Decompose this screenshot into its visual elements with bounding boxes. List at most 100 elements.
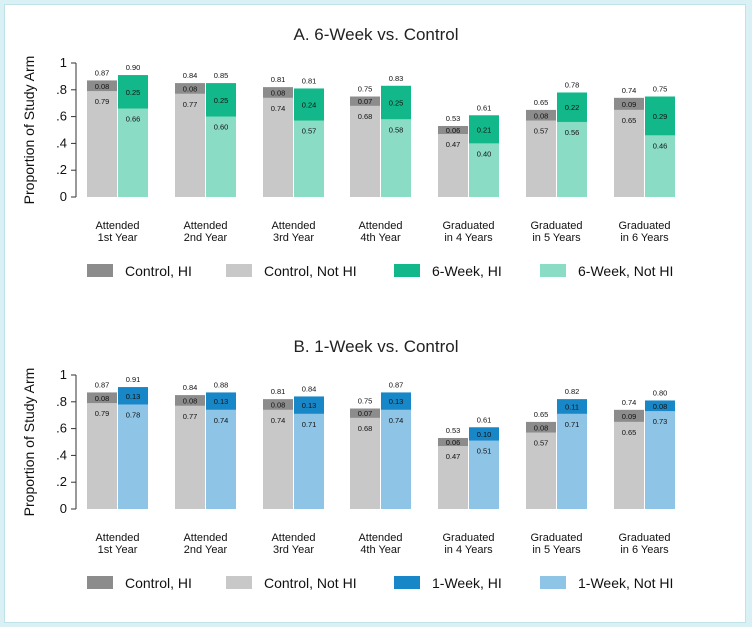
bar-control-hi-0-0 — [87, 80, 117, 92]
bar-control-not-hi-1-1 — [175, 405, 205, 509]
legend-label-0-2: 6-Week, HI — [432, 263, 502, 279]
label-treatment-hi-1-0: 0.13 — [126, 392, 141, 401]
category-label-line1-0-5: Graduated — [531, 220, 583, 232]
category-label-line2-1-3: 4th Year — [360, 544, 401, 556]
label-treatment-total-0-5: 0.78 — [565, 80, 580, 89]
chart-title-1: B. 1-Week vs. Control — [293, 337, 458, 356]
legend-label-0-3: 6-Week, Not HI — [578, 263, 673, 279]
bar-control-not-hi-0-5 — [526, 120, 556, 197]
bar-control-hi-0-6 — [614, 97, 644, 110]
bar-control-not-hi-0-4 — [438, 134, 468, 197]
category-label-line1-0-1: Attended — [183, 220, 227, 232]
category-label-line2-0-1: 2nd Year — [184, 232, 228, 244]
category-label-line1-1-0: Attended — [95, 532, 139, 544]
label-control-not-hi-0-4: 0.47 — [446, 140, 461, 149]
label-treatment-total-1-2: 0.84 — [302, 384, 317, 393]
bar-treatment-not-hi-1-1 — [206, 409, 236, 509]
label-control-hi-1-6: 0.09 — [622, 412, 637, 421]
bar-treatment-hi-1-4 — [469, 427, 499, 441]
category-label-line1-1-4: Graduated — [443, 532, 495, 544]
label-treatment-not-hi-1-5: 0.71 — [565, 420, 580, 429]
bar-control-not-hi-0-3 — [350, 105, 380, 197]
label-treatment-not-hi-0-1: 0.60 — [214, 123, 229, 132]
y-tick-label-1-0: 0 — [60, 501, 67, 516]
label-treatment-hi-0-2: 0.24 — [302, 101, 317, 110]
bar-control-not-hi-1-6 — [614, 421, 644, 509]
bar-treatment-not-hi-0-0 — [118, 108, 148, 197]
category-label-line2-0-0: 1st Year — [98, 232, 138, 244]
bar-treatment-hi-1-2 — [294, 396, 324, 414]
label-control-hi-1-2: 0.08 — [271, 400, 286, 409]
category-label-line1-1-1: Attended — [183, 532, 227, 544]
y-axis-label-0: Proportion of Study Arm — [21, 56, 37, 205]
label-control-total-1-2: 0.81 — [271, 387, 286, 396]
label-treatment-total-1-5: 0.82 — [565, 387, 580, 396]
y-tick-label-0-1: .2 — [56, 162, 67, 177]
bar-control-hi-1-3 — [350, 408, 380, 418]
label-treatment-total-1-1: 0.88 — [214, 380, 229, 389]
label-treatment-not-hi-0-4: 0.40 — [477, 149, 492, 158]
label-treatment-hi-0-6: 0.29 — [653, 112, 668, 121]
y-axis-label-1: Proportion of Study Arm — [21, 368, 37, 517]
category-label-line2-0-4: in 4 Years — [444, 232, 493, 244]
label-treatment-total-0-3: 0.83 — [389, 74, 404, 83]
label-control-total-1-6: 0.74 — [622, 398, 637, 407]
legend-label-1-0: Control, HI — [125, 575, 192, 591]
label-control-total-1-4: 0.53 — [446, 426, 461, 435]
bar-treatment-not-hi-1-4 — [469, 440, 499, 509]
label-treatment-not-hi-1-2: 0.71 — [302, 420, 317, 429]
y-tick-label-1-1: .2 — [56, 474, 67, 489]
label-treatment-hi-0-0: 0.25 — [126, 88, 141, 97]
label-treatment-hi-1-1: 0.13 — [214, 397, 229, 406]
y-tick-label-1-5: 1 — [60, 367, 67, 382]
label-control-total-1-0: 0.87 — [95, 380, 110, 389]
label-control-not-hi-1-0: 0.79 — [95, 409, 110, 418]
bar-control-hi-1-0 — [87, 392, 117, 404]
label-treatment-not-hi-0-2: 0.57 — [302, 127, 317, 136]
category-label-line2-1-4: in 4 Years — [444, 544, 493, 556]
y-tick-label-0-3: .6 — [56, 109, 67, 124]
y-tick-label-1-4: .8 — [56, 394, 67, 409]
bar-control-hi-0-5 — [526, 109, 556, 121]
label-control-total-1-5: 0.65 — [534, 410, 549, 419]
bar-treatment-hi-0-2 — [294, 88, 324, 121]
label-control-hi-1-0: 0.08 — [95, 394, 110, 403]
label-treatment-hi-0-4: 0.21 — [477, 125, 492, 134]
bar-treatment-not-hi-0-3 — [381, 119, 411, 197]
bar-control-not-hi-0-0 — [87, 91, 117, 197]
label-control-not-hi-1-3: 0.68 — [358, 424, 373, 433]
label-control-not-hi-1-4: 0.47 — [446, 452, 461, 461]
bar-treatment-hi-1-0 — [118, 387, 148, 405]
category-label-line2-1-5: in 5 Years — [532, 544, 581, 556]
label-control-hi-0-0: 0.08 — [95, 82, 110, 91]
legend-swatch-0-3 — [540, 264, 566, 277]
bar-treatment-hi-0-1 — [206, 83, 236, 117]
legend-label-0-0: Control, HI — [125, 263, 192, 279]
category-label-line2-0-6: in 6 Years — [620, 232, 669, 244]
bar-control-hi-1-2 — [263, 399, 293, 410]
bar-control-not-hi-0-6 — [614, 109, 644, 197]
category-label-line2-1-2: 3rd Year — [273, 544, 314, 556]
category-label-line1-1-5: Graduated — [531, 532, 583, 544]
y-tick-label-1-2: .4 — [56, 447, 67, 462]
bar-treatment-hi-0-5 — [557, 92, 587, 122]
bar-control-hi-0-1 — [175, 83, 205, 94]
label-control-total-0-0: 0.87 — [95, 68, 110, 77]
label-control-not-hi-0-5: 0.57 — [534, 127, 549, 136]
bar-treatment-not-hi-1-6 — [645, 411, 675, 509]
bar-treatment-not-hi-0-5 — [557, 121, 587, 197]
bar-treatment-not-hi-1-2 — [294, 413, 324, 509]
label-control-not-hi-0-3: 0.68 — [358, 112, 373, 121]
label-treatment-not-hi-1-6: 0.73 — [653, 417, 668, 426]
label-control-total-0-6: 0.74 — [622, 86, 637, 95]
label-treatment-hi-1-3: 0.13 — [389, 397, 404, 406]
label-treatment-hi-0-5: 0.22 — [565, 103, 580, 112]
category-label-line2-1-1: 2nd Year — [184, 544, 228, 556]
bar-control-hi-1-6 — [614, 409, 644, 422]
label-control-not-hi-1-5: 0.57 — [534, 439, 549, 448]
label-control-hi-1-1: 0.08 — [183, 396, 198, 405]
category-label-line2-1-0: 1st Year — [98, 544, 138, 556]
label-control-hi-1-4: 0.06 — [446, 438, 461, 447]
bar-control-hi-0-2 — [263, 87, 293, 98]
label-control-total-0-3: 0.75 — [358, 85, 373, 94]
